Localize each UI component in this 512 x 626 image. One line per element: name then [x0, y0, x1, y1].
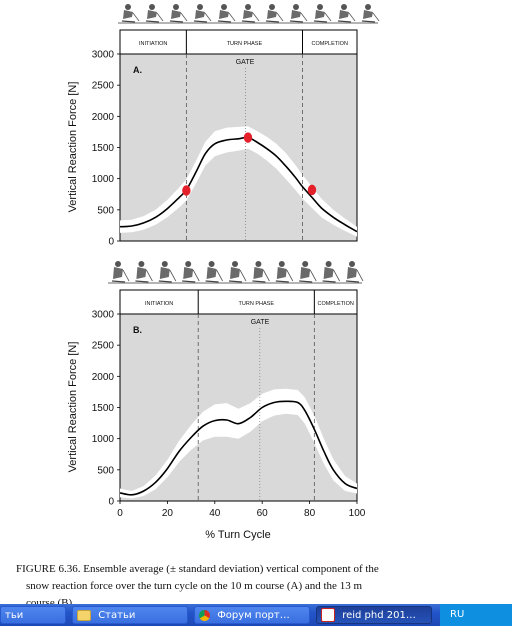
phase-label: INITIATION [139, 41, 167, 47]
mean-line-path [119, 136, 358, 233]
phase-header-a [119, 29, 358, 55]
x-axis-label: % Turn Cycle [205, 529, 270, 541]
skier-figure [217, 4, 236, 23]
pdf-icon [321, 608, 335, 622]
y-tick-label: 3000 [92, 50, 115, 61]
mean-line-b [119, 400, 358, 496]
x-tick-label: 100 [349, 508, 366, 519]
panel-label-b: B. [133, 325, 142, 335]
skier-figure [182, 261, 200, 283]
plot-area-b [119, 313, 358, 502]
taskbar-item-label: тьи [5, 610, 24, 621]
taskbar-item-folder-1[interactable]: тьи [0, 606, 66, 624]
skier-figure [322, 261, 340, 283]
language-indicator[interactable]: RU [440, 604, 512, 626]
event-marker [243, 132, 253, 143]
y-tick-label: 1000 [92, 174, 115, 185]
y-tick-label: 3000 [92, 310, 115, 321]
y-tick-label: 2500 [92, 341, 115, 352]
caption-line-1: FIGURE 6.36. Ensemble average (± standar… [16, 563, 379, 575]
folder-icon [77, 609, 91, 621]
skier-figure [228, 261, 247, 283]
chrome-icon [199, 609, 210, 621]
skier-figure [145, 4, 164, 23]
y-tick-label: 2000 [92, 372, 115, 383]
mean-line-path [119, 400, 358, 496]
skier-figure [169, 4, 188, 23]
x-tick-label: 0 [117, 508, 123, 519]
x-tick-label: 20 [162, 508, 174, 519]
skier-figure [265, 4, 284, 23]
skier-figure [289, 4, 308, 23]
skier-figure [313, 4, 332, 23]
taskbar-item-pdf[interactable]: reid phd 201… [316, 606, 432, 624]
x-tick-label: 40 [209, 508, 221, 519]
chart-panel-b: INITIATION TURN PHASE COMPLETION GATE B. 0… [67, 289, 366, 541]
skier-figure [299, 261, 317, 283]
skier-figure [121, 4, 140, 23]
skier-figure [193, 4, 212, 23]
gate-label-b: GATE [251, 319, 270, 326]
sd-band-a [120, 126, 357, 237]
x-tick-label: 60 [257, 508, 269, 519]
skier-figure [345, 261, 364, 283]
y-tick-label: 1500 [92, 403, 115, 414]
y-axis-label-b: Vertical Reaction Force [N] [67, 342, 79, 473]
language-label: RU [450, 609, 465, 620]
taskbar-item-label: Статьи [98, 610, 136, 621]
skier-figure [111, 261, 130, 283]
caption-line-2: snow reaction force over the turn cycle … [26, 580, 362, 592]
skier-figure [252, 261, 270, 283]
sd-band-area [120, 388, 357, 499]
windows-taskbar: тьи Статьи Форум порт… reid phd 201… RU [0, 604, 512, 626]
y-tick-label: 500 [97, 205, 114, 216]
x-tick-label: 80 [304, 508, 316, 519]
skier-strip-bottom [108, 261, 364, 284]
taskbar-item-label: Форум порт… [217, 610, 290, 621]
event-marker [307, 184, 317, 196]
y-tick-label: 1500 [92, 143, 115, 154]
phase-label: COMPLETION [317, 301, 353, 307]
y-tick-label: 0 [108, 497, 114, 508]
figure: INITIATION TURN PHASE COMPLETION GATE A. 0… [67, 4, 380, 541]
mean-line-a [119, 136, 358, 233]
skier-figure [361, 4, 380, 23]
skier-figure [158, 261, 177, 283]
taskbar-item-label: reid phd 201… [342, 610, 416, 621]
y-tick-label: 500 [97, 465, 114, 476]
phase-header-b [119, 289, 358, 315]
phase-label: TURN PHASE [239, 301, 275, 307]
skier-figure [135, 261, 153, 283]
skier-figure [275, 261, 294, 283]
skier-strip-top [118, 4, 380, 24]
skier-figure [205, 261, 223, 283]
taskbar-item-browser[interactable]: Форум порт… [194, 606, 310, 624]
skier-figure [337, 4, 356, 23]
phase-label: COMPLETION [312, 41, 348, 47]
y-tick-label: 0 [108, 237, 114, 248]
y-tick-label: 1000 [92, 434, 115, 445]
phase-label: TURN PHASE [227, 41, 263, 47]
y-tick-label: 2000 [92, 112, 115, 123]
chart-panel-a: INITIATION TURN PHASE COMPLETION GATE A. 0… [67, 29, 358, 248]
gate-label-a: GATE [236, 59, 255, 66]
y-tick-label: 2500 [92, 81, 115, 92]
y-axis-label-a: Vertical Reaction Force [N] [67, 82, 79, 213]
figure-caption: FIGURE 6.36. Ensemble average (± standar… [16, 561, 456, 612]
event-marker [182, 185, 191, 196]
phase-label: INITIATION [145, 301, 173, 307]
panel-label-a: A. [133, 65, 142, 75]
taskbar-item-folder-2[interactable]: Статьи [72, 606, 188, 624]
skier-figure [241, 4, 260, 23]
sd-band-area [120, 126, 357, 237]
sd-band-b [120, 388, 357, 499]
